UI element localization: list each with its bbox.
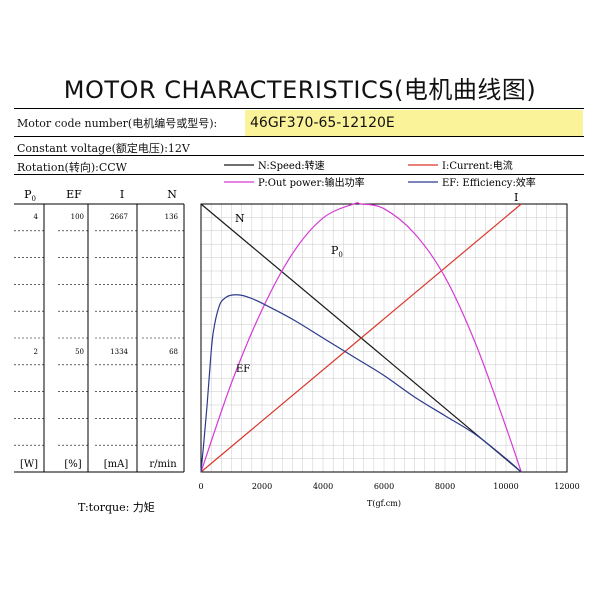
legend-current: I:Current:电流	[442, 159, 513, 172]
left-axis-unit: [W]	[20, 459, 38, 470]
page-title: MOTOR CHARACTERISTICS(电机曲线图)	[63, 76, 537, 104]
series-line-current	[200, 203, 522, 473]
voltage-label: Constant voltage(额定电压):12V	[17, 142, 190, 155]
left-header-n: N	[167, 188, 177, 201]
x-tick-label: 12000	[554, 482, 579, 491]
plot-frame	[200, 203, 568, 473]
left-axis-unit: [mA]	[104, 459, 129, 470]
left-axis-top-value: 4	[34, 213, 39, 221]
motor-code-value: 46GF370-65-12120E	[250, 115, 395, 131]
motor-code-highlight	[245, 110, 583, 136]
left-axis-top-value: 100	[71, 213, 84, 221]
x-axis-label: T(gf.cm)	[367, 499, 401, 508]
torque-note: T:torque: 力矩	[78, 501, 155, 514]
left-header-ef: EF	[66, 188, 82, 201]
series-line-efficiency	[200, 294, 522, 473]
divider-top	[14, 108, 584, 109]
x-tick-label: 2000	[252, 482, 272, 491]
left-header-i: I	[120, 188, 124, 201]
left-axis-unit: [%]	[64, 459, 81, 470]
series-line-power	[200, 202, 522, 473]
curve-label-efficiency: EF	[236, 364, 250, 375]
divider-voltage	[14, 155, 584, 156]
left-axis-mid-value: 50	[75, 348, 84, 356]
legend-power: P:Out power:输出功率	[258, 176, 365, 189]
left-axis-unit: r/min	[149, 459, 177, 470]
curve-label-power: P0	[331, 244, 343, 259]
curve-label-current: I	[514, 191, 518, 204]
x-tick-label: 10000	[493, 482, 518, 491]
left-axis-mid-value: 2	[34, 348, 38, 356]
left-axis-mid-value: 68	[169, 348, 178, 356]
curve-label-speed: N	[235, 212, 245, 225]
legend-efficiency: EF: Efficiency:效率	[442, 176, 536, 189]
motor-code-label: Motor code number(电机编号或型号):	[17, 117, 218, 130]
rotation-label: Rotation(转向):CCW	[17, 161, 127, 174]
left-axis-top-value: 2667	[110, 213, 128, 221]
legend-speed: N:Speed:转速	[258, 159, 325, 172]
x-tick-label: 6000	[374, 482, 394, 491]
x-tick-label: 0	[198, 482, 203, 491]
x-tick-label: 4000	[313, 482, 333, 491]
left-header-p: P0	[24, 188, 36, 203]
x-tick-label: 8000	[435, 482, 455, 491]
left-axis-mid-value: 1334	[110, 348, 128, 356]
left-axis-top-value: 136	[165, 213, 179, 221]
divider-rotation	[14, 174, 584, 175]
divider-code	[14, 136, 584, 137]
